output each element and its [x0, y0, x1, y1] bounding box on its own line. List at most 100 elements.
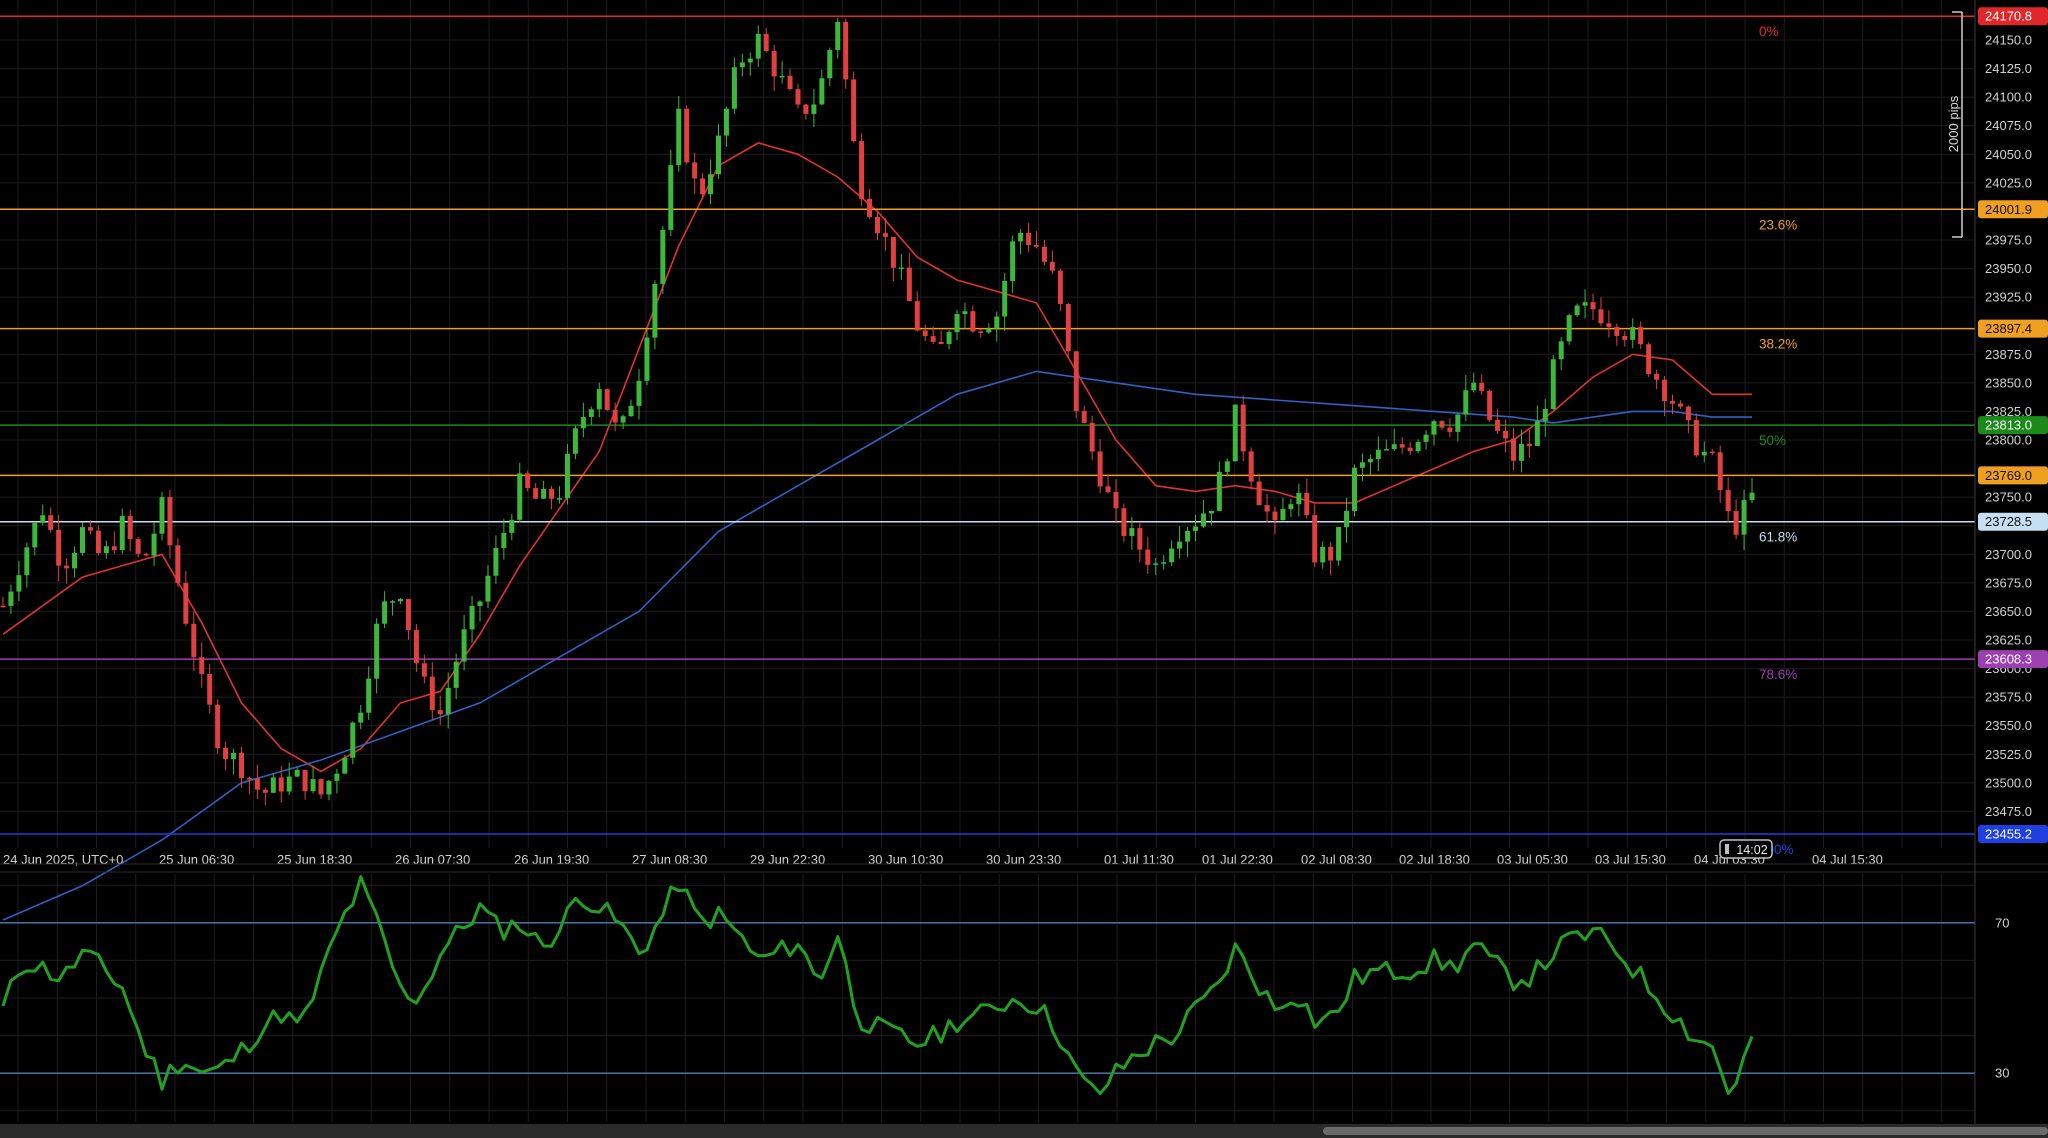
candle-body [517, 473, 523, 520]
candle-body [326, 780, 332, 795]
candle-body [1526, 443, 1532, 447]
candle-body [739, 62, 745, 68]
candle-body [1630, 327, 1636, 340]
scrollbar-thumb[interactable] [1323, 1127, 2048, 1135]
price-tick-label: 24025.0 [1985, 175, 2032, 190]
fib-price-tag-label: 23608.3 [1985, 652, 2032, 667]
price-tick-label: 24125.0 [1985, 61, 2032, 76]
candle-body [1161, 562, 1167, 564]
candle-body [461, 629, 467, 662]
price-tick-label: 23675.0 [1985, 575, 2032, 590]
oscillator-guides [0, 922, 1975, 1074]
candle-body [1113, 492, 1119, 509]
candle-body [493, 547, 499, 576]
candle-body [1455, 414, 1461, 432]
candle-body [660, 229, 666, 284]
candle-body [1590, 302, 1596, 310]
candle-body [398, 599, 403, 602]
candle-body [1177, 541, 1183, 549]
candle-body [56, 529, 62, 566]
candle-body [1328, 546, 1334, 561]
candle-body [1193, 526, 1198, 531]
fib-level-tags: 24170.8 24001.9 23897.4 23813.0 23769.0 23728… [1978, 7, 2048, 844]
time-tick-label: 03 Jul 05:30 [1497, 852, 1568, 867]
candle-body [1208, 510, 1214, 514]
moving-average-line [2, 142, 1752, 773]
candle-body [1002, 281, 1008, 317]
candle-body [1701, 451, 1707, 456]
candle-body [994, 316, 1000, 329]
price-axis: 24150.0 24125.0 24100.0 24075.0 24050.0 24025… [1985, 33, 2032, 819]
price-tick-label: 23800.0 [1985, 433, 2032, 448]
candle-body [453, 661, 459, 688]
candle-body [1646, 344, 1652, 375]
candle-body [278, 777, 284, 792]
candle-body [223, 747, 229, 760]
candle-body [787, 75, 793, 90]
fib-price-tag [1978, 7, 2048, 26]
candle-body [1415, 441, 1421, 452]
candle-body [24, 547, 30, 576]
candle-body [16, 575, 22, 592]
candle-body [1073, 351, 1079, 412]
candle-body [1169, 548, 1175, 563]
candle-body [72, 552, 78, 569]
candle-body [1638, 327, 1644, 345]
candle-body [1685, 406, 1691, 421]
candle-body [1503, 430, 1509, 439]
candle-body [1312, 515, 1318, 563]
candle-body [103, 546, 109, 554]
candle-body [358, 712, 364, 723]
candle-body [294, 769, 300, 777]
time-axis: 24 Jun 2025, UTC+0 25 Jun 06:30 25 Jun 18:… [3, 852, 1883, 867]
candle-body [859, 141, 865, 199]
candle-body [40, 515, 46, 523]
candle-body [421, 663, 427, 677]
pips-label: 2000 pips [1946, 95, 1961, 152]
candle-body [1185, 530, 1191, 542]
fib-price-tag [1978, 416, 2048, 435]
candle-body [413, 630, 419, 664]
fib-price-tag-label: 24001.9 [1985, 202, 2032, 217]
candle-body [366, 678, 372, 713]
time-tick-label: 30 Jun 10:30 [868, 852, 943, 867]
candle-body [676, 108, 682, 166]
current-time-marker: 14:02 [1719, 839, 1773, 859]
candle-body [1352, 467, 1357, 511]
candle-body [64, 565, 70, 569]
fib-price-tag [1978, 466, 2048, 485]
candle-body [1749, 492, 1755, 501]
candle-body [1288, 504, 1294, 509]
candle-body [636, 380, 642, 406]
candle-body [1200, 513, 1206, 527]
candle-body [1622, 335, 1628, 340]
candle-body [48, 515, 54, 530]
candle-body [262, 789, 268, 793]
candle-body [652, 283, 658, 338]
candle-body [1256, 481, 1262, 506]
fib-pct-label: 61.8% [1759, 530, 1797, 545]
candle-body [215, 704, 221, 748]
candle-body [350, 722, 356, 758]
candle-body [32, 522, 38, 548]
candle-body [1598, 309, 1604, 324]
candle-body [1399, 444, 1405, 448]
candle-body [1582, 302, 1588, 306]
candle-body [938, 341, 944, 345]
candle-body [588, 409, 594, 417]
candle-body [95, 530, 101, 554]
candle-body [1057, 270, 1063, 304]
candle-body [334, 773, 340, 781]
fib-pct-label: 0% [1759, 24, 1779, 39]
candle-body [318, 779, 324, 795]
candle-body [549, 489, 555, 499]
candle-body [1240, 404, 1246, 452]
candle-body [803, 104, 809, 114]
candle-body [8, 591, 14, 606]
candle-body [970, 311, 976, 332]
candle-body [135, 539, 141, 554]
candle-body [1447, 427, 1453, 432]
candle-body [755, 33, 761, 59]
price-tick-label: 23525.0 [1985, 747, 2032, 762]
